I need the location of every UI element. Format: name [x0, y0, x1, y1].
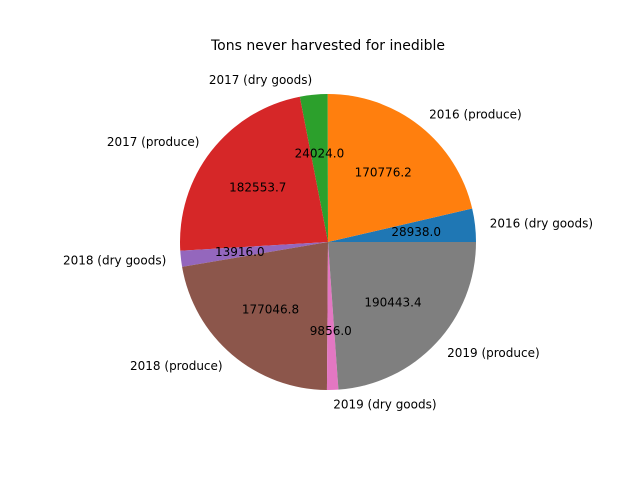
- slice-label: 2018 (produce): [130, 359, 223, 373]
- slice-label: 2016 (dry goods): [490, 217, 593, 231]
- slice-value-label: 24024.0: [295, 147, 345, 161]
- chart-title: Tons never harvested for inedible: [210, 38, 445, 54]
- pie-slice: [299, 94, 328, 242]
- pie-slice: [326, 242, 339, 391]
- slice-label: 2019 (dry goods): [333, 398, 436, 412]
- slice-value-label: 28938.0: [391, 225, 441, 239]
- pie-slices: [180, 93, 476, 391]
- slice-value-label: 190443.4: [364, 296, 421, 310]
- pie-slice: [180, 242, 328, 267]
- slice-value-label: 13916.0: [215, 245, 265, 259]
- pie-slice: [180, 96, 328, 251]
- pie-slice: [328, 208, 476, 242]
- slice-label: 2017 (dry goods): [209, 73, 312, 87]
- slice-value-label: 182553.7: [229, 181, 286, 195]
- slice-value-labels: 28938.0 170776.2 24024.0 182553.7 13916.0 177…: [215, 147, 441, 338]
- pie-slice: [328, 242, 476, 390]
- slice-label: 2018 (dry goods): [63, 254, 166, 268]
- pie-slice: [327, 93, 473, 243]
- slice-label: 2017 (produce): [107, 135, 200, 149]
- pie-slice: [182, 242, 328, 390]
- slice-value-label: 9856.0: [310, 324, 352, 338]
- slice-label: 2019 (produce): [447, 346, 540, 360]
- slice-label: 2016 (produce): [429, 107, 522, 121]
- slice-value-label: 177046.8: [242, 303, 299, 317]
- slice-value-label: 170776.2: [355, 165, 412, 179]
- slice-labels: 2016 (dry goods) 2016 (produce) 2017 (dry …: [63, 73, 593, 412]
